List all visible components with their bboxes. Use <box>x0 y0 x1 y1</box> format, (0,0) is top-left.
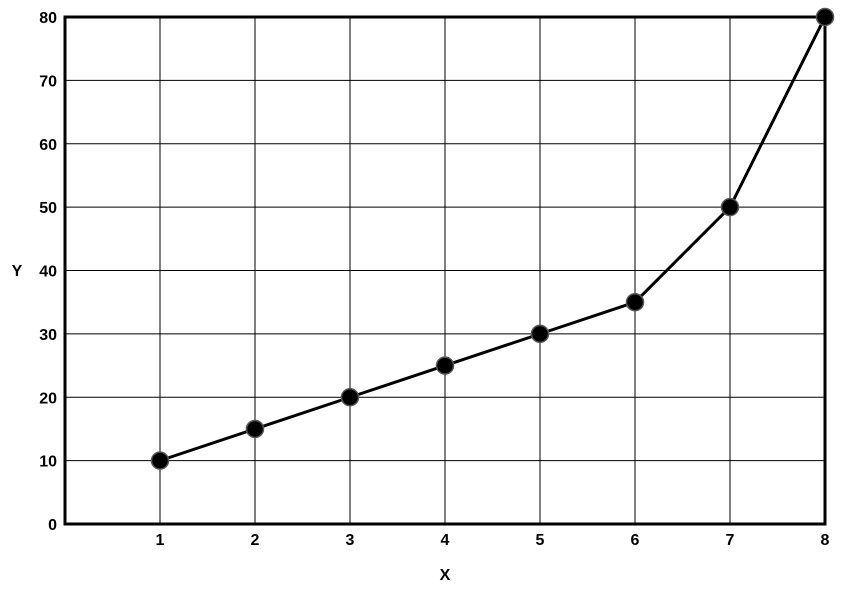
series <box>150 7 835 470</box>
series-line <box>159 16 827 463</box>
x-axis-label: X <box>440 567 451 584</box>
x-tick-label: 2 <box>251 532 260 549</box>
data-point <box>340 388 360 407</box>
data-point <box>150 451 170 470</box>
data-point <box>625 292 645 312</box>
x-tick-label: 4 <box>441 532 450 549</box>
x-tick-label: 6 <box>631 532 640 549</box>
data-point <box>720 197 740 217</box>
grid <box>65 17 825 524</box>
data-point <box>815 7 835 27</box>
x-tick-label: 7 <box>726 532 735 549</box>
y-tick-label: 80 <box>39 10 57 27</box>
data-point <box>245 419 265 439</box>
y-tick-label: 70 <box>39 73 57 90</box>
plot-frame <box>63 15 827 526</box>
x-tick-label: 3 <box>346 532 355 549</box>
y-tick-label: 0 <box>48 517 57 534</box>
x-tick-label: 5 <box>536 532 545 549</box>
y-tick-label: 10 <box>39 454 57 471</box>
y-tick-label: 40 <box>39 264 57 281</box>
y-tick-label: 50 <box>39 200 57 217</box>
x-tick-label: 8 <box>821 532 830 549</box>
y-tick-label: 30 <box>39 327 57 344</box>
x-tick-label: 1 <box>156 532 165 549</box>
y-tick-label: 60 <box>39 137 57 154</box>
data-point <box>530 324 550 344</box>
y-tick-label: 20 <box>39 390 57 407</box>
y-axis-label: Y <box>12 263 23 280</box>
plot-border <box>63 15 827 526</box>
data-point <box>435 356 455 375</box>
